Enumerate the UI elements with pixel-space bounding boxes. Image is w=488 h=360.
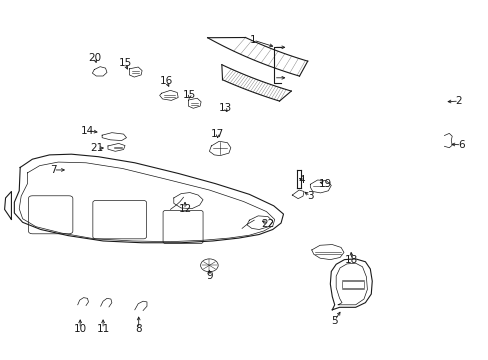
Text: 10: 10 bbox=[74, 324, 86, 334]
Text: 8: 8 bbox=[135, 324, 142, 334]
Text: 17: 17 bbox=[211, 129, 224, 139]
Text: 13: 13 bbox=[218, 103, 231, 113]
Text: 3: 3 bbox=[306, 191, 313, 201]
Text: 7: 7 bbox=[50, 165, 57, 175]
Text: 21: 21 bbox=[90, 143, 103, 153]
Text: 5: 5 bbox=[331, 316, 337, 325]
Text: 12: 12 bbox=[178, 204, 191, 215]
Text: 18: 18 bbox=[345, 255, 358, 265]
Bar bbox=[341, 281, 363, 288]
Text: 9: 9 bbox=[205, 271, 212, 281]
Text: 1: 1 bbox=[249, 35, 256, 45]
Text: 15: 15 bbox=[118, 58, 131, 68]
Text: 11: 11 bbox=[96, 324, 109, 334]
Text: 4: 4 bbox=[298, 175, 305, 185]
Text: 6: 6 bbox=[457, 140, 464, 150]
Text: 20: 20 bbox=[88, 53, 101, 63]
Text: 16: 16 bbox=[160, 76, 173, 86]
Text: 22: 22 bbox=[261, 219, 274, 229]
Text: 14: 14 bbox=[81, 126, 94, 135]
Text: 15: 15 bbox=[183, 90, 196, 100]
Text: 19: 19 bbox=[318, 179, 331, 189]
Text: 2: 2 bbox=[455, 96, 462, 106]
